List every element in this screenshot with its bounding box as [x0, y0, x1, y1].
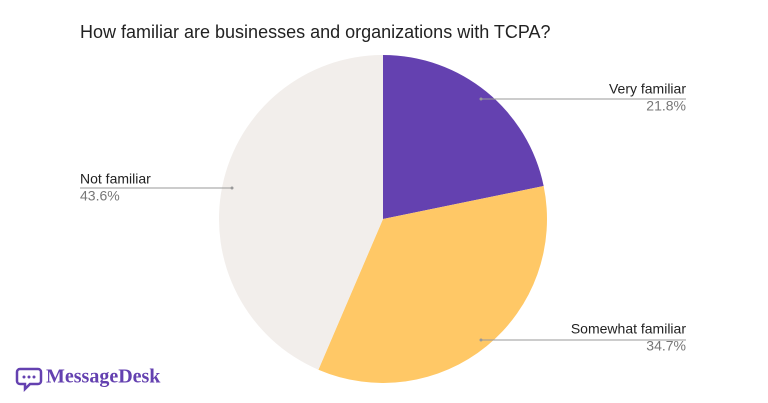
slice-label: Somewhat familiar — [571, 321, 686, 337]
slice-label: Very familiar — [609, 81, 686, 97]
pie-slice — [219, 55, 383, 370]
leader-dot — [479, 338, 483, 342]
logo-dot — [27, 375, 31, 379]
leader-dot — [230, 186, 234, 190]
slice-value: 34.7% — [646, 338, 686, 354]
logo-dot — [32, 375, 36, 379]
slice-value: 21.8% — [646, 98, 686, 114]
slice-label: Not familiar — [80, 171, 151, 187]
chart-title: How familiar are businesses and organiza… — [80, 22, 551, 42]
logo: MessageDesk — [15, 366, 161, 393]
slice-value: 43.6% — [80, 188, 120, 204]
leader-dot — [479, 97, 483, 101]
pie-slice — [318, 186, 547, 383]
logo-icon — [15, 367, 43, 393]
pie-slice — [383, 55, 544, 219]
logo-dot — [22, 375, 26, 379]
logo-text: MessageDesk — [46, 366, 161, 388]
